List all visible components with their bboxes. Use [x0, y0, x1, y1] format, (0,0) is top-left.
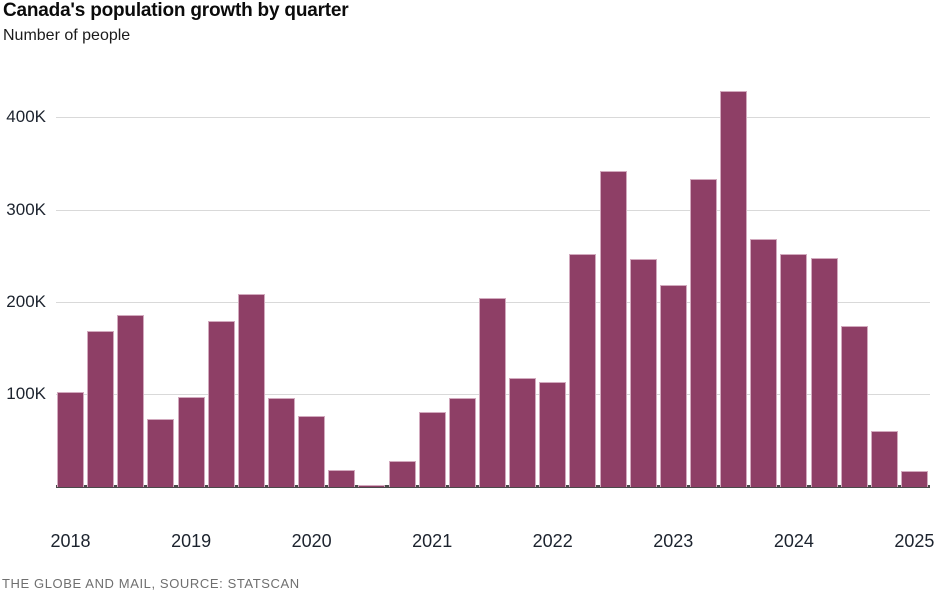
bar-2024-q2	[810, 258, 838, 487]
bar-2020-q3	[358, 485, 386, 487]
bar-2018-q2	[87, 331, 115, 487]
y-axis-tick-100k: 100K	[6, 384, 46, 404]
bar-2018-q3	[117, 315, 145, 487]
gridline-400k	[56, 117, 930, 119]
x-axis-tick-2023: 2023	[653, 531, 694, 551]
bar-2025-q1	[900, 471, 928, 487]
bar-2020-q4	[388, 461, 416, 487]
bar-2021-q1	[418, 412, 446, 487]
bar-2021-q4	[509, 378, 537, 487]
bar-2021-q2	[448, 398, 476, 487]
x-axis-tick-2018: 2018	[50, 531, 91, 551]
bar-2018-q4	[147, 418, 175, 487]
chart-subtitle: Number of people	[3, 27, 131, 44]
chart-title: Canada's population growth by quarter	[3, 0, 349, 21]
source-credit: THE GLOBE AND MAIL, SOURCE: STATSCAN	[2, 576, 300, 591]
bar-2019-q4	[268, 397, 295, 487]
bar-2023-q1	[659, 284, 687, 487]
bar-2022-q2	[569, 254, 597, 487]
bar-2022-q1	[539, 381, 567, 487]
gridline-300k	[56, 209, 930, 211]
bar-2020-q1	[298, 415, 326, 487]
bar-2019-q2	[207, 320, 235, 487]
bar-2024-q3	[840, 326, 868, 487]
bar-2023-q3	[720, 91, 748, 487]
y-axis-tick-400k: 400K	[6, 107, 46, 127]
x-axis-tick-2024: 2024	[773, 531, 814, 551]
y-axis-tick-300k: 300K	[6, 199, 46, 219]
bar-2022-q3	[599, 171, 627, 487]
bar-2018-q1	[57, 391, 84, 487]
bar-2024-q1	[780, 253, 808, 487]
bar-2022-q4	[629, 259, 657, 487]
bar-2023-q4	[750, 238, 778, 487]
bar-2019-q3	[237, 294, 265, 487]
bar-2020-q2	[328, 469, 356, 487]
bar-2024-q4	[870, 430, 898, 487]
bar-2021-q3	[479, 297, 506, 487]
x-axis-tick-2019: 2019	[171, 531, 212, 551]
x-axis-tick-2020: 2020	[291, 531, 332, 551]
plot-area	[56, 0, 930, 488]
y-axis-tick-200k: 200K	[6, 291, 46, 311]
bar-2019-q1	[177, 396, 205, 487]
x-axis-tick-2022: 2022	[532, 531, 573, 551]
bar-2023-q2	[689, 178, 717, 487]
x-axis-tick-2021: 2021	[412, 531, 453, 551]
x-axis-tick-2025: 2025	[894, 531, 935, 551]
